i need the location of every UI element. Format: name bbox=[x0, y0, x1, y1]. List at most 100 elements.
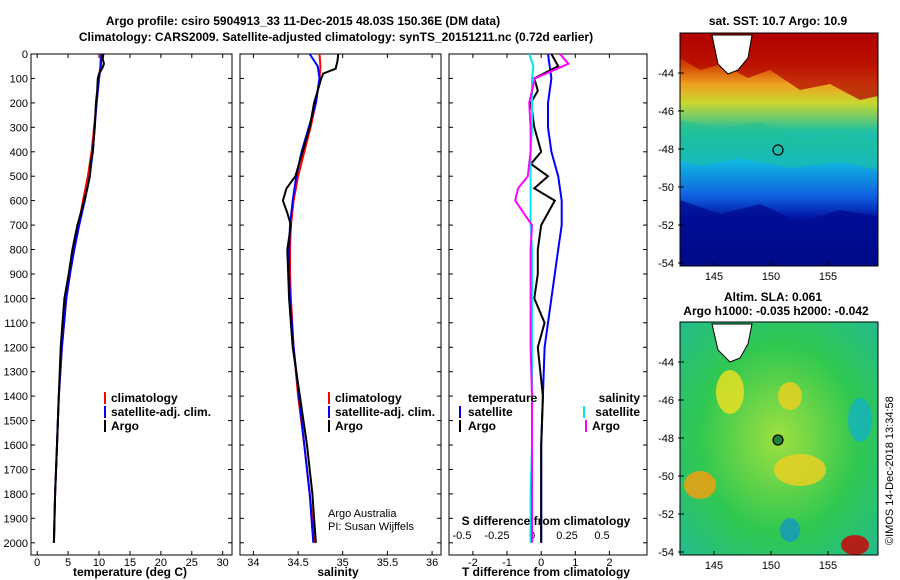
depth-tick-label: 600 bbox=[10, 196, 28, 208]
lat-tick-label: -52 bbox=[658, 220, 674, 232]
depth-tick-label: 500 bbox=[10, 171, 28, 183]
legend-label-satellite: satellite-adj. clim. bbox=[111, 405, 211, 419]
difference-legend: temperature satellite Argo salinity sate… bbox=[459, 391, 641, 433]
annotation-argo-australia: Argo Australia bbox=[328, 508, 397, 520]
salinity-panel-frame bbox=[239, 53, 442, 556]
sla-high-anomaly bbox=[774, 454, 826, 486]
panel-marks: 0 5 10 15 20 25 30 34 34.5 35 35.5 36 -2 -1 0 1 2 -0.5 -0.… bbox=[31, 53, 647, 569]
depth-tick-label: 400 bbox=[10, 147, 28, 159]
lon-tick-label: 155 bbox=[819, 271, 837, 283]
t-difference-axis-label: T difference from climatology bbox=[462, 565, 630, 579]
s-diff-tick-label: -0.25 bbox=[484, 530, 509, 542]
sla-map: Altim. SLA: 0.061 Argo h1000: -0.035 h20… bbox=[658, 290, 896, 572]
x-tick-label: 35.5 bbox=[377, 557, 398, 569]
x-tick-label: 30 bbox=[217, 557, 229, 569]
sst-map-title: sat. SST: 10.7 Argo: 10.9 bbox=[709, 14, 848, 28]
sla-high-anomaly bbox=[841, 535, 869, 555]
legend-heading-temperature: temperature bbox=[468, 391, 538, 405]
depth-tick-label: 0 bbox=[22, 49, 28, 61]
sla-high-anomaly bbox=[716, 370, 744, 414]
x-tick-label: 10 bbox=[93, 557, 105, 569]
legend-label-argo: Argo bbox=[111, 419, 139, 433]
depth-tick-label: 700 bbox=[10, 220, 28, 232]
series-line-climatology bbox=[289, 53, 322, 543]
figure-title-line2: Climatology: CARS2009. Satellite-adjuste… bbox=[79, 30, 593, 44]
sla-map-title1: Altim. SLA: 0.061 bbox=[724, 290, 822, 304]
sla-map-axes: -44 -46 -48 -50 -52 -54 145 150 155 bbox=[658, 357, 837, 572]
lon-tick-label: 150 bbox=[762, 271, 780, 283]
lat-tick-label: -54 bbox=[658, 547, 674, 559]
s-diff-tick-label: 0.25 bbox=[556, 530, 577, 542]
lat-tick-label: -54 bbox=[658, 258, 674, 270]
series-line-salinity-argo bbox=[514, 53, 571, 543]
depth-tick-label: 1100 bbox=[4, 318, 28, 330]
legend-label-s-satellite: satellite bbox=[595, 405, 640, 419]
depth-tick-label: 300 bbox=[10, 122, 28, 134]
s-diff-tick-label: -0.5 bbox=[453, 530, 472, 542]
temperature-panel-frame bbox=[30, 53, 233, 556]
annotation-pi: PI: Susan Wijffels bbox=[328, 521, 414, 533]
x-tick-label: 25 bbox=[186, 557, 198, 569]
depth-tick-label: 1400 bbox=[4, 391, 28, 403]
sla-argo-float-marker bbox=[772, 434, 784, 446]
depth-tick-label: 2000 bbox=[4, 538, 28, 550]
imos-timestamp: ©IMOS 14-Dec-2018 13:34:58 bbox=[884, 396, 896, 545]
sst-argo-float-marker bbox=[772, 144, 784, 156]
x-tick-label: 5 bbox=[65, 557, 71, 569]
series-line-argo bbox=[281, 53, 340, 543]
lat-tick-label: -44 bbox=[658, 68, 674, 80]
lat-tick-label: -48 bbox=[658, 144, 674, 156]
x-tick-label: 35 bbox=[337, 557, 349, 569]
figure-title-line1: Argo profile: csiro 5904913_33 11-Dec-20… bbox=[106, 14, 500, 28]
sla-map-title2: Argo h1000: -0.035 h2000: -0.042 bbox=[683, 304, 869, 318]
x-tick-label: 1 bbox=[572, 557, 578, 569]
salinity-axis-label: salinity bbox=[317, 565, 359, 579]
depth-tick-label: 1900 bbox=[4, 513, 28, 525]
legend-label-argo: Argo bbox=[335, 419, 363, 433]
sst-map: sat. SST: 10.7 Argo: 10.9 -44 -46 -48 -50 -5… bbox=[658, 14, 879, 283]
legend-heading-salinity: salinity bbox=[599, 391, 641, 405]
sst-map-axes: -44 -46 -48 -50 -52 -54 145 150 155 bbox=[658, 68, 837, 283]
sst-cold-region bbox=[680, 200, 878, 266]
lat-tick-label: -44 bbox=[658, 357, 674, 369]
x-tick-label: 34.5 bbox=[287, 557, 308, 569]
x-tick-label: 15 bbox=[124, 557, 136, 569]
series-line-temperature-argo bbox=[529, 53, 560, 543]
depth-tick-label: 1700 bbox=[4, 465, 28, 477]
legend-label-s-argo: Argo bbox=[592, 419, 620, 433]
lon-tick-label: 150 bbox=[762, 560, 780, 572]
depth-tick-label: 1300 bbox=[4, 367, 28, 379]
depth-tick-label: 1500 bbox=[4, 416, 28, 428]
s-diff-tick-label: 0.5 bbox=[594, 530, 609, 542]
x-tick-label: 36 bbox=[426, 557, 438, 569]
tasmania-landmass bbox=[711, 34, 753, 75]
salinity-legend: climatology satellite-adj. clim. Argo bbox=[328, 391, 435, 433]
depth-tick-label: 800 bbox=[10, 245, 28, 257]
lat-tick-label: -52 bbox=[658, 509, 674, 521]
depth-tick-label: 200 bbox=[10, 98, 28, 110]
depth-tick-labels: 0 100 200 300 400 500 600 700 800 900 1000 1100 1200… bbox=[4, 49, 28, 550]
x-tick-label: 34 bbox=[247, 557, 259, 569]
x-tick-label: 0 bbox=[538, 557, 544, 569]
depth-tick-label: 100 bbox=[10, 73, 28, 85]
lon-tick-label: 155 bbox=[819, 560, 837, 572]
lat-tick-label: -46 bbox=[658, 395, 674, 407]
legend-label-satellite: satellite-adj. clim. bbox=[335, 405, 435, 419]
depth-tick-label: 1000 bbox=[4, 293, 28, 305]
sla-high-anomaly bbox=[778, 382, 802, 410]
depth-tick-label: 1600 bbox=[4, 440, 28, 452]
x-tick-label: -1 bbox=[502, 557, 512, 569]
legend-label-climatology: climatology bbox=[111, 391, 178, 405]
temperature-legend: climatology satellite-adj. clim. Argo bbox=[104, 391, 211, 433]
tasmania-landmass bbox=[711, 323, 753, 363]
sla-high-anomaly bbox=[684, 471, 716, 499]
lat-tick-label: -50 bbox=[658, 182, 674, 194]
lat-tick-label: -46 bbox=[658, 106, 674, 118]
temperature-axis-label: temperature (deg C) bbox=[73, 565, 187, 579]
legend-label-t-satellite: satellite bbox=[468, 405, 513, 419]
x-tick-label: 20 bbox=[155, 557, 167, 569]
lon-tick-label: 145 bbox=[705, 271, 723, 283]
lon-tick-label: 145 bbox=[705, 560, 723, 572]
